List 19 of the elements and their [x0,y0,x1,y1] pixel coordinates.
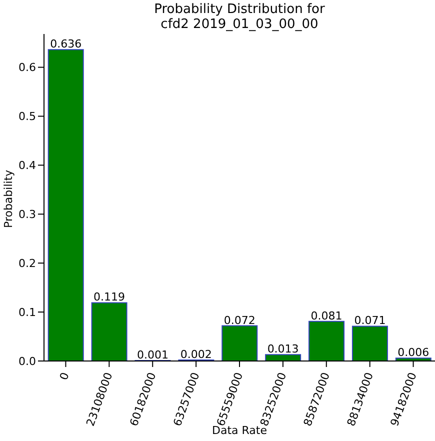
data-label: 0.013 [267,342,299,356]
data-label: 0.001 [136,348,168,362]
data-label: 0.071 [354,314,386,328]
data-label: 0.072 [224,314,256,327]
x-tick-label: 0 [57,370,72,382]
y-tick-label: 0.5 [18,110,36,124]
data-label: 0.081 [310,309,342,322]
y-tick-label: 0.3 [18,208,36,222]
data-label: 0.002 [180,348,212,362]
y-tick-label: 0.6 [18,61,36,74]
y-tick-label: 0.2 [18,257,36,270]
data-label: 0.006 [398,346,430,360]
chart-title: Probability Distribution for cfd2 2019_01_03_00_00 [153,2,326,32]
y-axis-title: Probability [2,170,15,228]
y-tick-label: 0.0 [18,354,36,368]
y-tick-label: 0.1 [18,306,36,319]
data-label: 0.636 [50,38,82,51]
y-tick-label: 0.4 [18,159,36,172]
data-label: 0.119 [94,290,126,304]
